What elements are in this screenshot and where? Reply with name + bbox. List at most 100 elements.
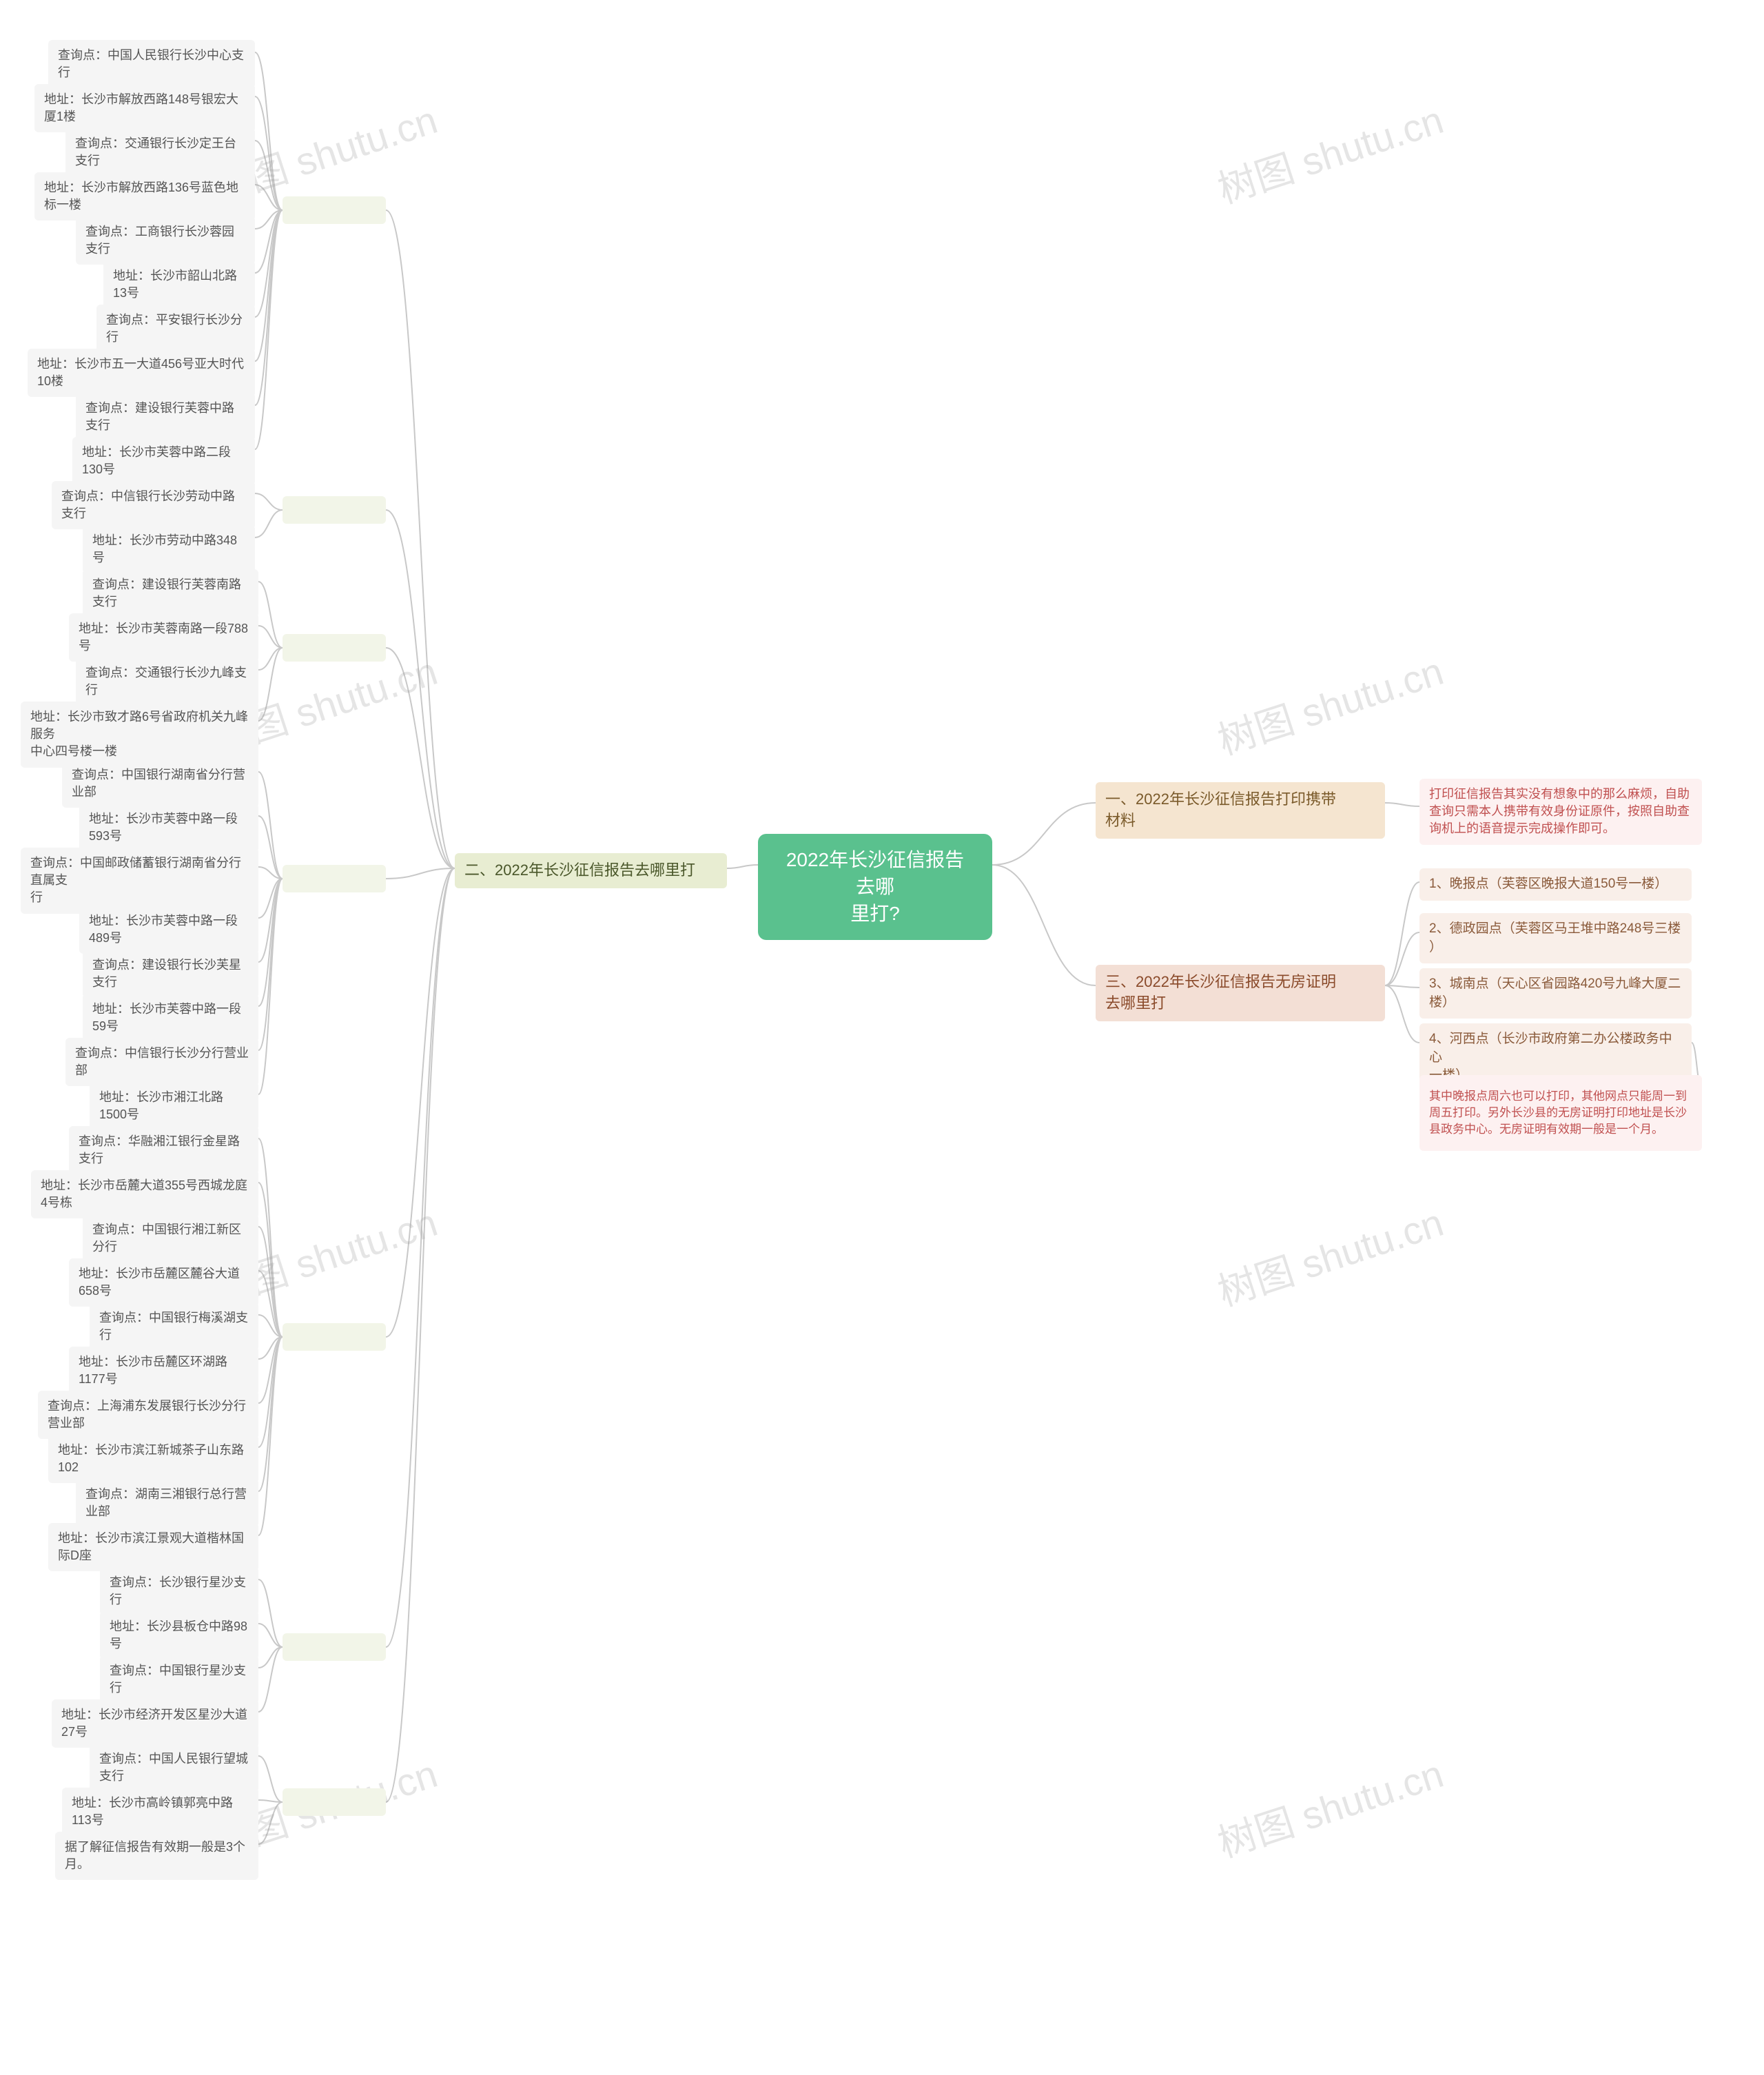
leaf-node: 查询点：湖南三湘银行总行营业部 xyxy=(76,1479,258,1527)
leaf-node: 查询点：中信银行长沙分行营业部 xyxy=(65,1038,258,1086)
leaf-node: 查询点：中信银行长沙劳动中路支行 xyxy=(52,481,255,529)
leaf-node: 地址：长沙市芙蓉南路一段788号 xyxy=(69,613,258,662)
leaf-node: 地址：长沙市芙蓉中路二段130号 xyxy=(72,437,255,485)
leaf-node: 查询点：中国邮政储蓄银行湖南省分行直属支 行 xyxy=(21,848,258,914)
district-node xyxy=(283,196,386,224)
leaf-node: 查询点：中国人民银行长沙中心支行 xyxy=(48,40,255,88)
watermark: 树图 shutu.cn xyxy=(1210,90,1450,215)
node-label: 地址：长沙市芙蓉中路一段593号 xyxy=(89,810,249,845)
node-label: 地址：长沙市岳麓区麓谷大道658号 xyxy=(79,1265,249,1300)
watermark: 树图 shutu.cn xyxy=(1210,641,1450,766)
node-label: 查询点：交通银行长沙定王台支行 xyxy=(75,135,245,170)
district-node xyxy=(283,1788,386,1816)
leaf-node: 地址：长沙市滨江新城茶子山东路102 xyxy=(48,1435,258,1483)
node-label: 地址：长沙市滨江景观大道楷林国际D座 xyxy=(58,1530,249,1564)
node-label: 查询点：长沙银行星沙支行 xyxy=(110,1574,249,1608)
leaf-node: 查询点：中国银行梅溪湖支行 xyxy=(90,1302,258,1351)
leaf-node: 地址：长沙市芙蓉中路一段489号 xyxy=(79,906,258,954)
node-label: 查询点：建设银行芙蓉中路支行 xyxy=(85,400,245,434)
node-label: 打印征信报告其实没有想象中的那么麻烦，自助查询只需本人携带有效身份证原件，按照自… xyxy=(1429,786,1692,838)
branch-one: 一、2022年长沙征信报告打印携带 材料 xyxy=(1096,782,1385,839)
node-label: 一、2022年长沙征信报告打印携带 材料 xyxy=(1105,789,1336,832)
node-label: 查询点：中国银行湘江新区分行 xyxy=(92,1221,249,1256)
leaf-node: 地址：长沙市岳麓区麓谷大道658号 xyxy=(69,1258,258,1307)
node-label: 3、城南点（天心区省园路420号九峰大厦二 楼） xyxy=(1429,975,1681,1012)
node-label: 二、2022年长沙征信报告去哪里打 xyxy=(464,860,695,881)
watermark: 树图 shutu.cn xyxy=(1210,1744,1450,1869)
branch-two: 二、2022年长沙征信报告去哪里打 xyxy=(455,853,727,888)
leaf-node: 地址：长沙市韶山北路13号 xyxy=(103,260,255,309)
node-label: 地址：长沙市湘江北路1500号 xyxy=(99,1089,249,1123)
leaf-node: 地址：长沙市湘江北路1500号 xyxy=(90,1082,258,1130)
district-node xyxy=(283,496,386,524)
node-label: 地址：长沙市芙蓉中路一段59号 xyxy=(92,1001,249,1035)
branch-one-note: 打印征信报告其实没有想象中的那么麻烦，自助查询只需本人携带有效身份证原件，按照自… xyxy=(1419,779,1702,845)
leaf-node: 查询点：建设银行长沙芙星支行 xyxy=(83,950,258,998)
node-label: 地址：长沙市高岭镇郭亮中路113号 xyxy=(72,1795,249,1829)
node-label: 查询点：中信银行长沙分行营业部 xyxy=(75,1045,249,1079)
node-label: 地址：长沙市致才路6号省政府机关九峰服务 中心四号楼一楼 xyxy=(30,708,249,761)
node-label: 地址：长沙县板仓中路98号 xyxy=(110,1618,249,1653)
node-label: 地址：长沙市滨江新城茶子山东路102 xyxy=(58,1442,249,1476)
leaf-node: 地址：长沙市滨江景观大道楷林国际D座 xyxy=(48,1523,258,1571)
branch-three-item: 3、城南点（天心区省园路420号九峰大厦二 楼） xyxy=(1419,968,1692,1019)
leaf-node: 地址：长沙市五一大道456号亚大时代10楼 xyxy=(28,349,255,397)
node-label: 三、2022年长沙征信报告无房证明 去哪里打 xyxy=(1105,972,1336,1014)
node-label: 地址：长沙市解放西路148号银宏大厦1楼 xyxy=(44,91,245,125)
district-node xyxy=(283,1323,386,1351)
node-label: 查询点：交通银行长沙九峰支行 xyxy=(85,664,249,699)
leaf-node: 查询点：交通银行长沙九峰支行 xyxy=(76,657,258,706)
leaf-node: 地址：长沙市芙蓉中路一段593号 xyxy=(79,804,258,852)
node-label: 查询点：建设银行芙蓉南路支行 xyxy=(92,576,249,611)
node-label: 查询点：中国银行星沙支行 xyxy=(110,1662,249,1697)
leaf-node: 查询点：平安银行长沙分行 xyxy=(96,305,255,353)
node-label: 地址：长沙市经济开发区星沙大道27号 xyxy=(61,1706,249,1741)
leaf-node: 据了解征信报告有效期一般是3个月。 xyxy=(55,1832,258,1880)
leaf-node: 地址：长沙市经济开发区星沙大道27号 xyxy=(52,1699,258,1748)
node-label: 2、德政园点（芙蓉区马王堆中路248号三楼 ） xyxy=(1429,920,1681,957)
node-label: 地址：长沙市芙蓉中路二段130号 xyxy=(82,444,245,478)
leaf-node: 地址：长沙市致才路6号省政府机关九峰服务 中心四号楼一楼 xyxy=(21,702,258,768)
branch-three: 三、2022年长沙征信报告无房证明 去哪里打 xyxy=(1096,965,1385,1021)
leaf-node: 查询点：长沙银行星沙支行 xyxy=(100,1567,258,1615)
node-label: 其中晚报点周六也可以打印，其他网点只能周一到周五打印。另外长沙县的无房证明打印地… xyxy=(1429,1088,1692,1137)
node-label: 据了解征信报告有效期一般是3个月。 xyxy=(65,1839,249,1873)
node-label: 查询点：华融湘江银行金星路支行 xyxy=(79,1133,249,1167)
district-node xyxy=(283,1633,386,1661)
node-label: 地址：长沙市解放西路136号蓝色地标一楼 xyxy=(44,179,245,214)
node-label: 地址：长沙市五一大道456号亚大时代10楼 xyxy=(37,356,245,390)
node-label: 查询点：中国银行梅溪湖支行 xyxy=(99,1309,249,1344)
node-label: 查询点：中国人民银行望城支行 xyxy=(99,1750,249,1785)
district-node xyxy=(283,865,386,892)
node-label: 地址：长沙市芙蓉南路一段788号 xyxy=(79,620,249,655)
node-label: 查询点：中国银行湖南省分行营业部 xyxy=(72,766,249,801)
leaf-node: 地址：长沙市岳麓区环湖路1177号 xyxy=(69,1347,258,1395)
leaf-node: 地址：长沙市解放西路148号银宏大厦1楼 xyxy=(34,84,255,132)
leaf-node: 查询点：华融湘江银行金星路支行 xyxy=(69,1126,258,1174)
node-label: 地址：长沙市韶山北路13号 xyxy=(113,267,245,302)
node-label: 地址：长沙市岳麓区环湖路1177号 xyxy=(79,1353,249,1388)
leaf-node: 查询点：上海浦东发展银行长沙分行营业部 xyxy=(38,1391,258,1439)
node-label: 查询点：平安银行长沙分行 xyxy=(106,311,245,346)
leaf-node: 查询点：建设银行芙蓉中路支行 xyxy=(76,393,255,441)
leaf-node: 地址：长沙市芙蓉中路一段59号 xyxy=(83,994,258,1042)
watermark: 树图 shutu.cn xyxy=(1210,1192,1450,1318)
leaf-node: 地址：长沙市劳动中路348号 xyxy=(83,525,255,573)
node-label: 查询点：中国人民银行长沙中心支行 xyxy=(58,47,245,81)
leaf-node: 查询点：建设银行芙蓉南路支行 xyxy=(83,569,258,617)
leaf-node: 查询点：交通银行长沙定王台支行 xyxy=(65,128,255,176)
leaf-node: 查询点：中国银行湘江新区分行 xyxy=(83,1214,258,1263)
leaf-node: 查询点：中国银行星沙支行 xyxy=(100,1655,258,1704)
leaf-node: 地址：长沙市高岭镇郭亮中路113号 xyxy=(62,1788,258,1836)
node-label: 地址：长沙市劳动中路348号 xyxy=(92,532,245,566)
node-label: 查询点：工商银行长沙蓉园支行 xyxy=(85,223,245,258)
leaf-node: 地址：长沙市解放西路136号蓝色地标一楼 xyxy=(34,172,255,221)
node-label: 2022年长沙征信报告去哪 里打? xyxy=(777,846,973,928)
leaf-node: 地址：长沙市岳麓大道355号西城龙庭4号栋 xyxy=(31,1170,258,1218)
leaf-node: 查询点：工商银行长沙蓉园支行 xyxy=(76,216,255,265)
node-label: 查询点：湖南三湘银行总行营业部 xyxy=(85,1486,249,1520)
leaf-node: 查询点：中国人民银行望城支行 xyxy=(90,1744,258,1792)
leaf-node: 查询点：中国银行湖南省分行营业部 xyxy=(62,759,258,808)
node-label: 查询点：中信银行长沙劳动中路支行 xyxy=(61,488,245,522)
leaf-node: 地址：长沙县板仓中路98号 xyxy=(100,1611,258,1659)
